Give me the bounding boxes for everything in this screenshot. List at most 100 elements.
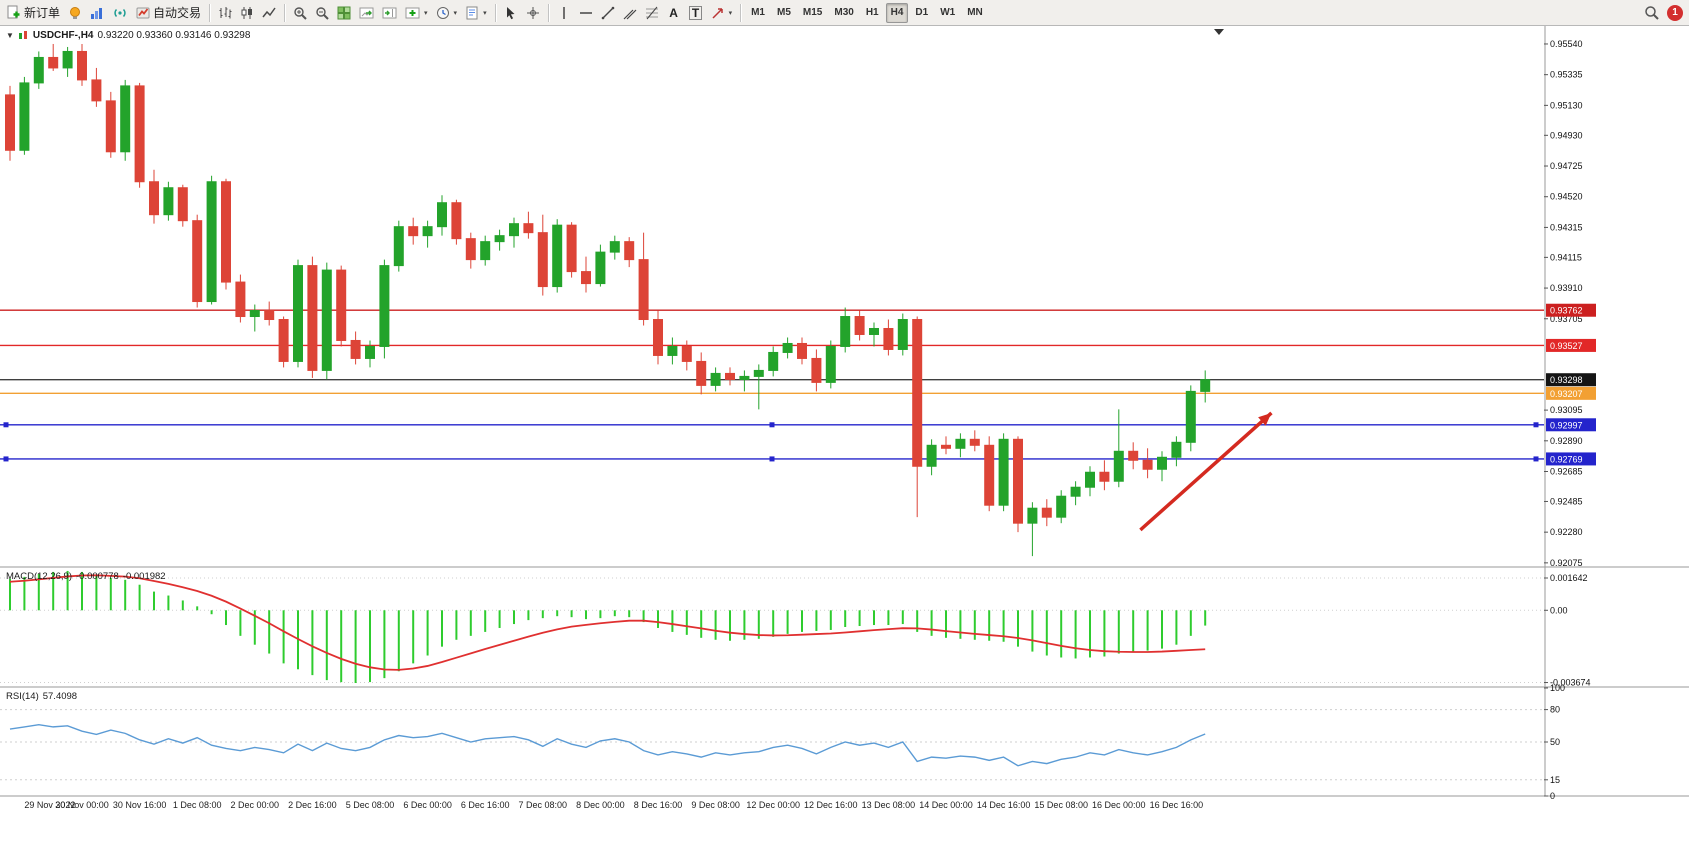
svg-text:14 Dec 16:00: 14 Dec 16:00 <box>977 800 1031 810</box>
svg-text:0.93910: 0.93910 <box>1550 283 1583 293</box>
crosshair-button[interactable] <box>522 2 544 24</box>
zoom-in-icon <box>294 6 307 20</box>
text-tool-icon: A <box>669 5 678 20</box>
svg-text:2 Dec 00:00: 2 Dec 00:00 <box>231 800 280 810</box>
bar-chart-button[interactable] <box>214 2 236 24</box>
svg-text:0.92280: 0.92280 <box>1550 527 1583 537</box>
tf-m5-button[interactable]: M5 <box>772 3 796 23</box>
auto-scroll-button[interactable] <box>355 2 378 24</box>
new-order-button[interactable]: 新订单 <box>2 2 64 24</box>
chevron-down-icon: ▾ <box>424 9 428 17</box>
channel-button[interactable] <box>619 2 641 24</box>
candlestick-chart-button[interactable] <box>236 2 258 24</box>
chart-shift-button[interactable] <box>378 2 401 24</box>
clock-icon <box>436 6 449 19</box>
svg-text:13 Dec 08:00: 13 Dec 08:00 <box>862 800 916 810</box>
new-order-label: 新订单 <box>24 6 61 20</box>
text-tool-button[interactable]: A <box>663 2 685 24</box>
trend-arrow[interactable] <box>1139 411 1273 532</box>
zoom-in-button[interactable] <box>289 2 311 24</box>
svg-text:0.95540: 0.95540 <box>1550 39 1583 49</box>
market-depth-button[interactable] <box>86 2 108 24</box>
price-tags: 0.93762 0.93527 0.93298 0.93207 0.92997 0.927… <box>1546 303 1596 466</box>
svg-text:0.93705: 0.93705 <box>1550 314 1583 324</box>
svg-text:5 Dec 08:00: 5 Dec 08:00 <box>346 800 395 810</box>
toolbar-separator <box>209 3 211 22</box>
broadcast-button[interactable] <box>108 2 132 24</box>
price-chart: 0.95540 0.95335 0.95130 0.94930 0.94725 0.945… <box>0 26 1689 864</box>
cursor-button[interactable] <box>500 2 522 24</box>
tf-h1-button[interactable]: H1 <box>861 3 884 23</box>
svg-text:0.93527: 0.93527 <box>1550 341 1583 351</box>
indicators-button[interactable]: ▾ <box>401 2 432 24</box>
zoom-out-icon <box>316 6 329 20</box>
svg-text:0.92485: 0.92485 <box>1550 496 1583 506</box>
auto-scroll-icon <box>359 7 374 18</box>
toolbar-separator <box>547 3 549 22</box>
lamp-icon <box>70 6 81 19</box>
toolbar-right-group: 1 <box>1640 2 1687 24</box>
chart-shift-marker[interactable] <box>1214 29 1224 35</box>
notification-badge[interactable]: 1 <box>1667 4 1683 21</box>
tile-windows-button[interactable] <box>333 2 355 24</box>
svg-text:12 Dec 00:00: 12 Dec 00:00 <box>746 800 800 810</box>
price-axis: 0.95540 0.95335 0.95130 0.94930 0.94725 0.945… <box>1544 39 1583 568</box>
vertical-line-button[interactable] <box>553 2 575 24</box>
horizontal-line-button[interactable] <box>575 2 597 24</box>
svg-text:1 Dec 08:00: 1 Dec 08:00 <box>173 800 222 810</box>
svg-text:0.95335: 0.95335 <box>1550 70 1583 80</box>
tf-m15-button[interactable]: M15 <box>798 3 827 23</box>
bar-chart-icon <box>219 6 232 18</box>
horizontal-line-icon <box>579 11 592 14</box>
broadcast-icon <box>114 8 126 17</box>
trendline-icon <box>601 6 614 19</box>
macd-layer: 0.001642 0.00 -0.003674 <box>0 570 1591 688</box>
tf-m30-button[interactable]: M30 <box>829 3 858 23</box>
svg-text:0.94930: 0.94930 <box>1550 130 1583 140</box>
templates-button[interactable]: ▾ <box>461 2 491 24</box>
cursor-icon <box>507 6 515 19</box>
periods-button[interactable]: ▾ <box>432 2 462 24</box>
svg-text:15 Dec 08:00: 15 Dec 08:00 <box>1034 800 1088 810</box>
horizontal-level-line[interactable] <box>0 422 1544 428</box>
tf-mn-button[interactable]: MN <box>962 3 988 23</box>
candlestick-chart-icon <box>241 6 253 19</box>
label-tool-button[interactable]: T <box>685 2 707 24</box>
svg-text:0.94315: 0.94315 <box>1550 222 1583 232</box>
svg-text:8 Dec 16:00: 8 Dec 16:00 <box>634 800 683 810</box>
svg-text:0: 0 <box>1550 791 1555 801</box>
indicators-icon <box>405 7 420 18</box>
tf-w1-button[interactable]: W1 <box>935 3 960 23</box>
svg-text:14 Dec 00:00: 14 Dec 00:00 <box>919 800 973 810</box>
svg-text:0.93207: 0.93207 <box>1550 389 1583 399</box>
line-chart-button[interactable] <box>258 2 280 24</box>
svg-text:8 Dec 00:00: 8 Dec 00:00 <box>576 800 625 810</box>
label-tool-icon: T <box>688 5 703 20</box>
zoom-out-button[interactable] <box>311 2 333 24</box>
toolbar-separator <box>494 3 496 22</box>
svg-text:0.92997: 0.92997 <box>1550 420 1583 430</box>
trendline-button[interactable] <box>597 2 619 24</box>
svg-text:9 Dec 08:00: 9 Dec 08:00 <box>691 800 740 810</box>
arrows-tool-button[interactable]: ▾ <box>707 2 737 24</box>
arrow-tool-icon <box>712 7 723 19</box>
chart-shift-icon <box>382 7 397 18</box>
tf-m1-button[interactable]: M1 <box>746 3 770 23</box>
horizontal-level-line[interactable] <box>0 456 1544 462</box>
tf-d1-button[interactable]: D1 <box>910 3 933 23</box>
svg-text:0.95130: 0.95130 <box>1550 100 1583 110</box>
svg-text:0.94725: 0.94725 <box>1550 161 1583 171</box>
search-button[interactable] <box>1640 2 1663 24</box>
fibonacci-button[interactable] <box>641 2 663 24</box>
svg-text:15: 15 <box>1550 775 1560 785</box>
svg-text:0.92075: 0.92075 <box>1550 558 1583 568</box>
svg-text:16 Dec 00:00: 16 Dec 00:00 <box>1092 800 1146 810</box>
auto-trading-button[interactable]: 自动交易 <box>132 2 205 24</box>
tf-h4-button[interactable]: H4 <box>885 2 909 23</box>
toolbar-separator <box>740 3 742 22</box>
channel-icon <box>623 9 637 19</box>
lamp-button[interactable] <box>64 2 86 24</box>
line-chart-icon <box>262 7 276 17</box>
